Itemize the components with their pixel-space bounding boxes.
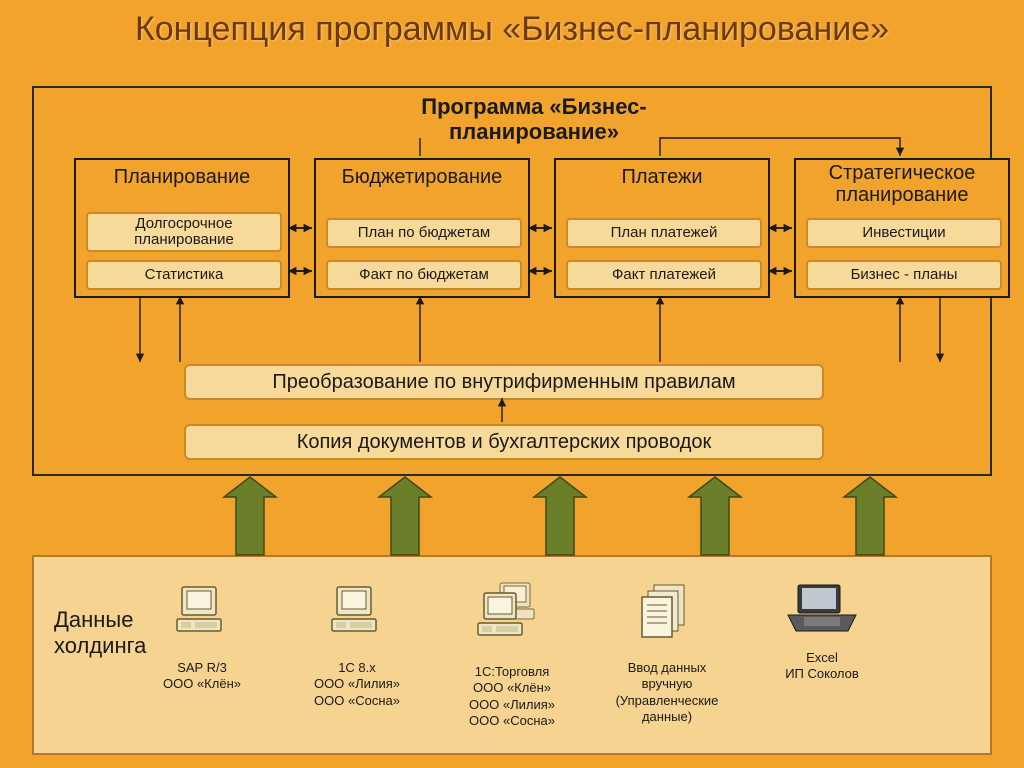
- sub-box: Статистика: [86, 260, 282, 290]
- flow-arrow-up-icon: [532, 475, 588, 559]
- source-caption: SAP R/3 ООО «Клён»: [137, 660, 267, 693]
- sub-box: Факт платежей: [566, 260, 762, 290]
- module-title: Платежи: [556, 160, 768, 188]
- sub-box: План по бюджетам: [326, 218, 522, 248]
- page-title: Концепция программы «Бизнес-планирование…: [0, 10, 1024, 49]
- data-source-1ct: 1С:Торговля ООО «Клён» ООО «Лилия» ООО «…: [447, 579, 577, 729]
- flow-arrow-up-icon: [222, 475, 278, 559]
- desktop-icon: [292, 579, 422, 654]
- sub-box: Инвестиции: [806, 218, 1002, 248]
- sub-box: Долгосрочное планирование: [86, 212, 282, 252]
- source-caption: 1С 8.х ООО «Лилия» ООО «Сосна»: [292, 660, 422, 709]
- data-source-manual: Ввод данных вручную (Управленческие данн…: [602, 579, 732, 725]
- flow-arrow-up-icon: [842, 475, 898, 559]
- module-strategic: Стратегическое планирование Инвестиции Биз…: [794, 158, 1010, 298]
- data-source-excel: Excel ИП Соколов: [757, 579, 887, 683]
- module-payments: Платежи План платежей Факт платежей: [554, 158, 770, 298]
- docs-icon: [602, 579, 732, 654]
- desktops-icon: [447, 579, 577, 658]
- sub-box: Факт по бюджетам: [326, 260, 522, 290]
- module-budgeting: Бюджетирование План по бюджетам Факт по бю…: [314, 158, 530, 298]
- data-source-sap: SAP R/3 ООО «Клён»: [137, 579, 267, 693]
- module-title: Планирование: [76, 160, 288, 188]
- module-planning: Планирование Долгосрочное планирование Ста…: [74, 158, 290, 298]
- data-source-1c8: 1С 8.х ООО «Лилия» ООО «Сосна»: [292, 579, 422, 709]
- laptop-icon: [757, 579, 887, 644]
- program-title: Программа «Бизнес-планирование»: [344, 94, 724, 145]
- sub-box: План платежей: [566, 218, 762, 248]
- module-title: Бюджетирование: [316, 160, 528, 188]
- upper-panel: Программа «Бизнес-планирование» Планиров…: [32, 86, 992, 476]
- desktop-icon: [137, 579, 267, 654]
- flow-arrow-up-icon: [687, 475, 743, 559]
- copy-box: Копия документов и бухгалтерских проводо…: [184, 424, 824, 460]
- module-title: Стратегическое планирование: [796, 160, 1008, 206]
- lower-panel: Данные холдинга SAP R/3 ООО «Клён» 1С 8.…: [32, 555, 992, 755]
- source-caption: Excel ИП Соколов: [757, 650, 887, 683]
- sub-box: Бизнес - планы: [806, 260, 1002, 290]
- transform-box: Преобразование по внутрифирменным правил…: [184, 364, 824, 400]
- flow-arrow-up-icon: [377, 475, 433, 559]
- source-caption: 1С:Торговля ООО «Клён» ООО «Лилия» ООО «…: [447, 664, 577, 729]
- source-caption: Ввод данных вручную (Управленческие данн…: [602, 660, 732, 725]
